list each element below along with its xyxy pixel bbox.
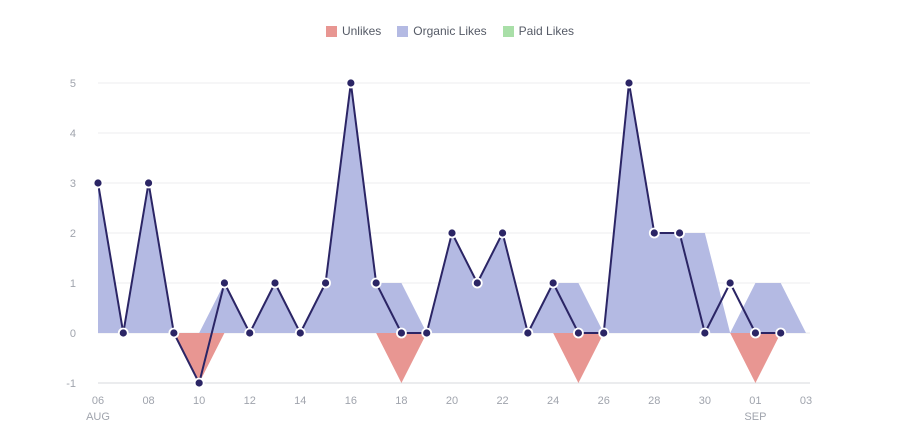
y-tick-label: -1 bbox=[66, 378, 76, 390]
x-tick-label: 10 bbox=[193, 395, 205, 407]
data-point bbox=[143, 177, 154, 189]
data-point bbox=[345, 77, 357, 89]
x-tick-label: 06 bbox=[92, 395, 104, 407]
data-point bbox=[547, 277, 559, 289]
y-tick-label: 0 bbox=[70, 328, 76, 340]
data-point bbox=[117, 327, 129, 339]
data-point bbox=[294, 327, 306, 339]
data-point bbox=[244, 327, 256, 339]
x-tick-label: 14 bbox=[294, 395, 306, 407]
legend-label-organic-likes: Organic Likes bbox=[413, 24, 487, 38]
x-tick-label: 03 bbox=[800, 395, 812, 407]
data-point bbox=[421, 327, 433, 339]
data-point bbox=[598, 327, 610, 339]
legend-item-unlikes[interactable]: Unlikes bbox=[325, 24, 382, 38]
data-point bbox=[699, 327, 711, 339]
data-point bbox=[775, 327, 787, 339]
legend-swatch-paid-likes bbox=[502, 25, 514, 37]
data-point bbox=[648, 227, 660, 239]
x-tick-month-label: SEP bbox=[744, 411, 766, 423]
data-point bbox=[522, 327, 534, 339]
y-tick-label: 4 bbox=[70, 128, 76, 140]
data-point bbox=[320, 277, 331, 289]
legend-swatch-organic-likes bbox=[397, 25, 409, 37]
data-point bbox=[446, 227, 458, 239]
data-point bbox=[193, 377, 205, 389]
x-tick-label: 22 bbox=[496, 395, 508, 407]
data-point bbox=[471, 277, 483, 289]
data-point bbox=[750, 327, 761, 339]
x-tick-label: 30 bbox=[699, 395, 711, 407]
data-point bbox=[370, 277, 382, 289]
legend-item-organic-likes[interactable]: Organic Likes bbox=[397, 24, 487, 38]
x-tick-label: 24 bbox=[547, 395, 559, 407]
data-point bbox=[219, 277, 230, 289]
data-point bbox=[623, 77, 635, 89]
y-tick-label: 5 bbox=[70, 78, 76, 90]
legend-item-paid-likes[interactable]: Paid Likes bbox=[502, 24, 575, 38]
legend-swatch-unlikes bbox=[325, 25, 337, 37]
y-tick-label: 2 bbox=[70, 228, 76, 240]
y-tick-label: 1 bbox=[70, 278, 76, 290]
y-tick-label: 3 bbox=[70, 178, 76, 190]
x-tick-label: 01 bbox=[749, 395, 761, 407]
data-point bbox=[168, 327, 180, 339]
x-tick-label: 16 bbox=[345, 395, 357, 407]
x-tick-month-label: AUG bbox=[86, 411, 110, 423]
data-point bbox=[573, 327, 584, 339]
x-tick-label: 18 bbox=[395, 395, 407, 407]
legend: Unlikes Organic Likes Paid Likes bbox=[0, 24, 900, 38]
data-point bbox=[396, 327, 407, 339]
x-tick-label: 26 bbox=[598, 395, 610, 407]
data-point bbox=[674, 227, 685, 239]
data-point bbox=[497, 227, 508, 239]
net-line bbox=[97, 82, 781, 384]
data-point bbox=[269, 277, 281, 289]
x-tick-label: 12 bbox=[244, 395, 256, 407]
legend-label-paid-likes: Paid Likes bbox=[518, 24, 575, 38]
area-unlikes bbox=[98, 333, 806, 383]
legend-label-unlikes: Unlikes bbox=[341, 24, 382, 38]
data-point bbox=[92, 177, 104, 189]
data-point bbox=[724, 277, 736, 289]
x-tick-label: 08 bbox=[142, 395, 154, 407]
x-tick-label: 20 bbox=[446, 395, 458, 407]
area-organic-likes bbox=[98, 83, 806, 333]
x-tick-label: 28 bbox=[648, 395, 660, 407]
